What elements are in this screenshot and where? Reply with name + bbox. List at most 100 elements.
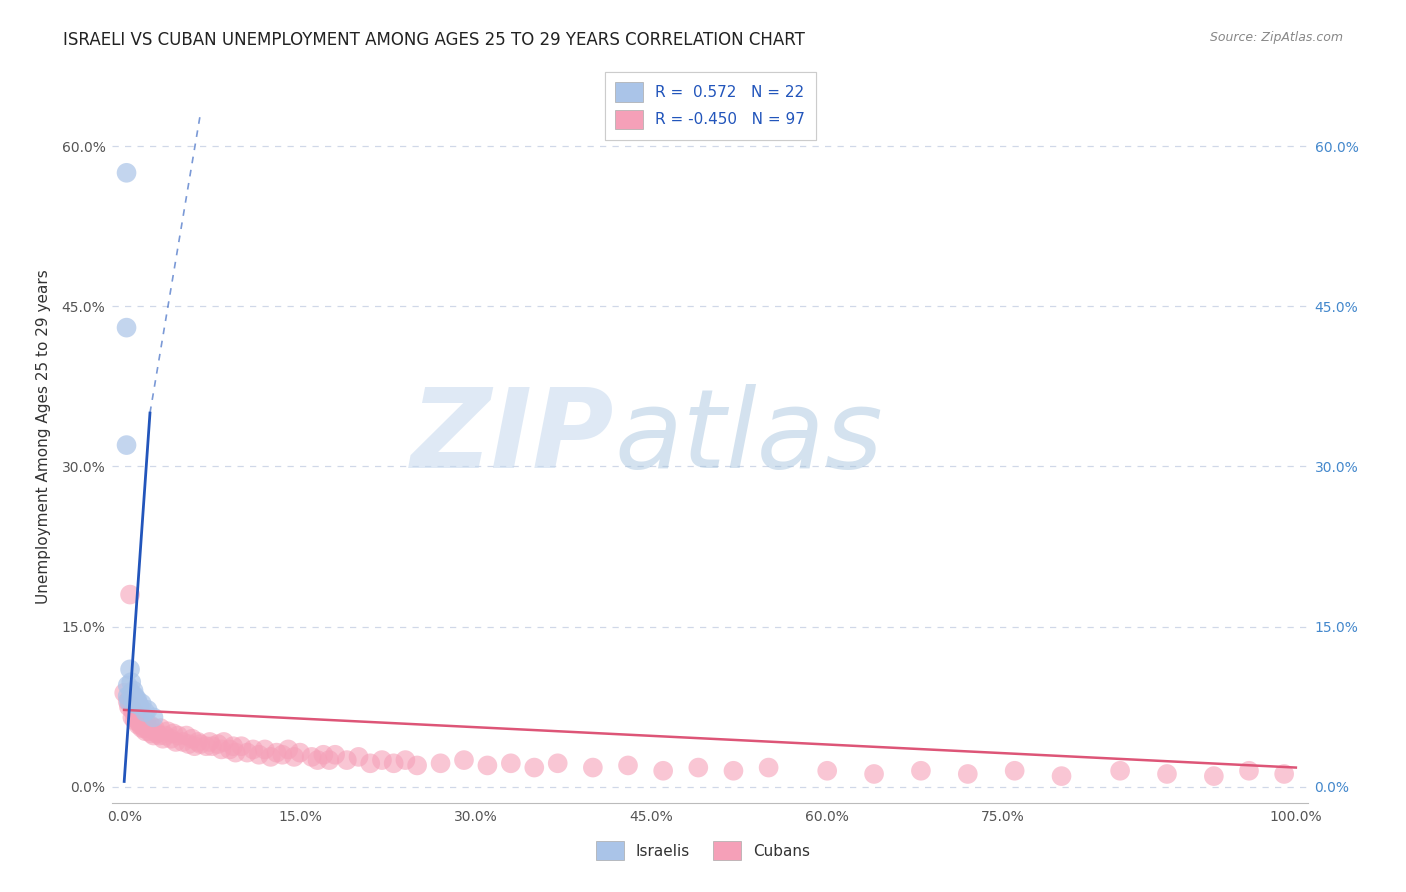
Point <box>138 724 160 739</box>
Point <box>120 588 141 602</box>
Point <box>125 697 148 711</box>
Point <box>183 739 205 754</box>
Point <box>117 694 139 708</box>
Point <box>198 735 221 749</box>
Point <box>181 731 204 746</box>
Point <box>231 739 253 754</box>
Point <box>142 710 165 724</box>
Point <box>266 746 288 760</box>
Point <box>499 756 522 771</box>
Point <box>283 750 305 764</box>
Point <box>132 721 156 735</box>
Point <box>131 697 153 711</box>
Point <box>652 764 675 778</box>
Point <box>429 756 451 771</box>
Point <box>117 678 139 692</box>
Point <box>336 753 359 767</box>
Point <box>120 675 142 690</box>
Point <box>117 689 139 703</box>
Point <box>134 705 156 719</box>
Point <box>156 724 179 739</box>
Point <box>394 753 416 767</box>
Point <box>136 703 159 717</box>
Point <box>167 729 190 743</box>
Point <box>127 718 149 732</box>
Point <box>288 746 311 760</box>
Point <box>307 753 329 767</box>
Point <box>359 756 381 771</box>
Point <box>141 726 163 740</box>
Point <box>222 739 245 754</box>
Point <box>218 742 240 756</box>
Point <box>910 764 932 778</box>
Legend: R =  0.572   N = 22, R = -0.450   N = 97: R = 0.572 N = 22, R = -0.450 N = 97 <box>605 71 815 140</box>
Point <box>371 753 394 767</box>
Point <box>453 753 475 767</box>
Point <box>225 746 247 760</box>
Point <box>120 662 141 676</box>
Point <box>688 760 710 774</box>
Point <box>1237 764 1260 778</box>
Point <box>758 760 780 774</box>
Point <box>188 737 212 751</box>
Point <box>582 760 605 774</box>
Point <box>125 707 148 722</box>
Point <box>312 747 335 762</box>
Point <box>122 691 145 706</box>
Point <box>127 710 149 724</box>
Point <box>1109 764 1132 778</box>
Point <box>323 747 346 762</box>
Point <box>242 742 264 756</box>
Point <box>134 724 156 739</box>
Point <box>118 694 141 708</box>
Point <box>723 764 745 778</box>
Text: Source: ZipAtlas.com: Source: ZipAtlas.com <box>1209 31 1343 45</box>
Point <box>120 686 142 700</box>
Point <box>347 750 370 764</box>
Point <box>155 729 177 743</box>
Point <box>1050 769 1073 783</box>
Point <box>253 742 276 756</box>
Point <box>247 747 270 762</box>
Point <box>187 735 209 749</box>
Point <box>115 166 138 180</box>
Point <box>212 735 235 749</box>
Point <box>382 756 405 771</box>
Point <box>128 715 150 730</box>
Point <box>211 742 233 756</box>
Point <box>136 721 159 735</box>
Point <box>152 731 174 746</box>
Point <box>177 737 200 751</box>
Point <box>301 750 323 764</box>
Point <box>406 758 429 772</box>
Point <box>260 750 283 764</box>
Point <box>121 703 143 717</box>
Point <box>174 729 197 743</box>
Point <box>617 758 640 772</box>
Point <box>143 721 166 735</box>
Point <box>956 767 979 781</box>
Text: atlas: atlas <box>614 384 883 491</box>
Point <box>122 697 145 711</box>
Point <box>139 718 162 732</box>
Point <box>523 760 546 774</box>
Point <box>1272 767 1295 781</box>
Point <box>121 710 143 724</box>
Point <box>118 699 141 714</box>
Point <box>122 705 145 719</box>
Point <box>547 756 569 771</box>
Point <box>124 714 146 728</box>
Point <box>1202 769 1225 783</box>
Point <box>236 746 259 760</box>
Text: ISRAELI VS CUBAN UNEMPLOYMENT AMONG AGES 25 TO 29 YEARS CORRELATION CHART: ISRAELI VS CUBAN UNEMPLOYMENT AMONG AGES… <box>63 31 806 49</box>
Point <box>815 764 838 778</box>
Point <box>115 320 138 334</box>
Point <box>277 742 299 756</box>
Legend: Israelis, Cubans: Israelis, Cubans <box>591 835 815 866</box>
Point <box>195 739 218 754</box>
Point <box>1004 764 1026 778</box>
Point <box>129 718 152 732</box>
Point <box>477 758 499 772</box>
Point <box>318 753 340 767</box>
Point <box>146 726 169 740</box>
